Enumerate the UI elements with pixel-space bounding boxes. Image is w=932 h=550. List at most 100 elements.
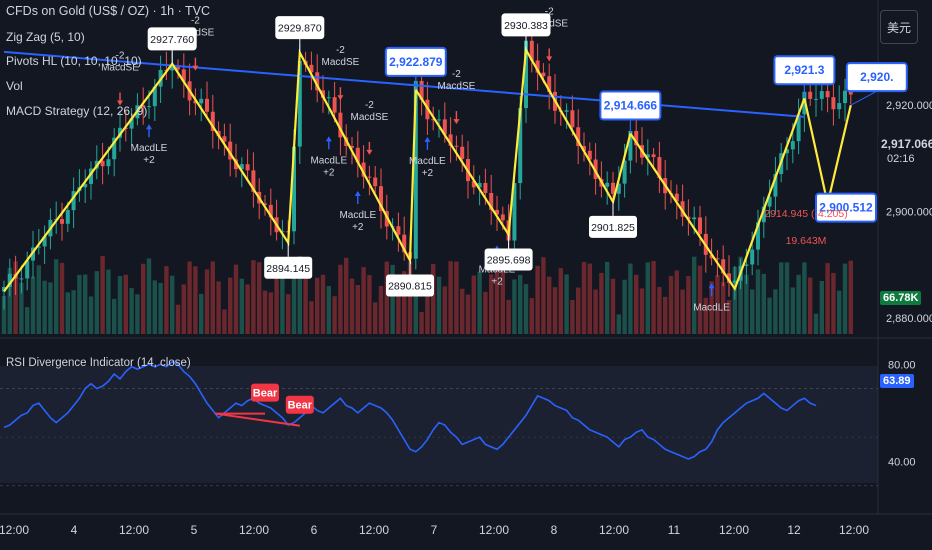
candle-body	[837, 103, 842, 110]
candle-body	[210, 111, 215, 132]
price-tick-label: 2,880.000	[886, 313, 932, 325]
rsi-title[interactable]: RSI Divergence Indicator (14, close)	[6, 357, 191, 369]
legend-zigzag[interactable]: Zig Zag (5, 10)	[6, 30, 85, 44]
pivot-high-label-box	[599, 90, 662, 121]
volume-bar	[83, 274, 88, 334]
volume-bar	[332, 296, 337, 334]
pivot-high-label-box	[501, 13, 551, 37]
legend-pivots[interactable]: Pivots HL (10, 10, 10, 10)	[6, 54, 142, 68]
candle-body	[326, 97, 331, 99]
volume-bar	[100, 256, 105, 334]
volume-bar	[512, 279, 517, 334]
volume-bar	[413, 280, 418, 334]
lowest-annotation: 2914.945 (-4.205)	[764, 208, 847, 220]
volume-bar	[152, 280, 157, 334]
candle-body	[483, 182, 488, 194]
volume-bar	[454, 261, 459, 334]
rsi-bear-badge	[251, 383, 279, 402]
candle-body	[605, 182, 610, 187]
volume-bar	[309, 301, 314, 334]
volume-bar	[489, 274, 494, 334]
signal-label: MacdSE	[351, 112, 389, 123]
pivot-high-label: 2,920.	[860, 70, 893, 84]
signal-label: MacdLE	[339, 210, 376, 221]
candle-body	[361, 162, 366, 177]
volume-bar	[268, 292, 273, 334]
volume-bar	[529, 298, 534, 334]
rsi-bear-label: Bear	[253, 388, 278, 400]
legend-macd[interactable]: MACD Strategy (12, 26, 9)	[6, 104, 148, 118]
signal-arrowhead-long	[424, 136, 431, 142]
candle-body	[442, 119, 447, 135]
candle-body	[419, 80, 424, 100]
candle-body	[756, 222, 760, 250]
legend-vol[interactable]: Vol	[6, 79, 23, 93]
candle-body	[199, 98, 204, 104]
x-axis-label: 12:00	[239, 523, 269, 537]
volume-bar	[344, 257, 349, 334]
candle-body	[529, 40, 534, 61]
volume-bar	[483, 291, 488, 334]
candle-body	[524, 40, 528, 109]
volume-bar	[280, 273, 285, 334]
volume-bar	[668, 275, 674, 334]
x-axis-label: 12	[787, 523, 801, 537]
volume-bar	[442, 286, 447, 334]
candle-body	[477, 182, 482, 188]
x-axis-label: 11	[668, 523, 681, 537]
volume-bar	[373, 302, 378, 334]
candle-body	[309, 64, 314, 73]
volume-bar	[158, 282, 163, 334]
volume-bar	[286, 294, 291, 334]
candle-body	[413, 80, 418, 259]
candle-body	[471, 181, 476, 188]
candle-body	[332, 97, 337, 113]
volume-bar	[251, 260, 256, 334]
pivot-high-label: 2,922.879	[389, 55, 443, 69]
volume-bar	[593, 289, 598, 334]
candle-body	[141, 105, 146, 107]
volume-bar	[106, 269, 111, 334]
signal-label: MacdLE	[409, 156, 446, 167]
candle-body	[582, 146, 586, 151]
volume-bar	[790, 287, 795, 334]
rsi-line	[3, 360, 817, 460]
volume-bar	[721, 282, 726, 334]
candle-body	[715, 258, 720, 260]
legend-title[interactable]: CFDs on Gold (US$ / OZ) · 1h · TVC	[6, 4, 210, 18]
volume-bar	[697, 265, 703, 334]
currency-button[interactable]: 美元	[880, 10, 918, 44]
volume-bar	[181, 284, 186, 334]
volume-bar	[361, 267, 366, 334]
candle-body	[292, 146, 296, 232]
pivot-low-label-box	[264, 256, 313, 279]
signal-label: MacdSE	[438, 81, 476, 92]
volume-bar	[622, 279, 627, 334]
volume-bar	[54, 259, 59, 334]
x-axis-label: 6	[311, 523, 318, 537]
volume-bar	[634, 274, 639, 334]
volume-bar	[407, 261, 413, 334]
volume-bar	[65, 292, 70, 334]
candle-body	[100, 160, 105, 167]
volume-bar	[355, 284, 360, 334]
volume-bar	[837, 290, 842, 334]
rsi-divergence-line	[214, 412, 300, 427]
candle-body	[245, 164, 250, 171]
candle-body	[297, 60, 302, 147]
candle-body	[727, 273, 731, 283]
candle-body	[698, 217, 702, 234]
volume-bar	[802, 262, 807, 334]
pivot-low-label: 2894.145	[266, 263, 310, 275]
candle-body	[564, 110, 569, 112]
volume-bar	[315, 277, 320, 334]
candle-body	[570, 110, 575, 128]
candle-body	[454, 145, 459, 147]
volume-bar	[587, 263, 592, 334]
volume-bar	[204, 269, 210, 334]
signal-arrowhead-short	[453, 119, 460, 125]
pivot-low-label-box	[386, 274, 434, 297]
candle-body	[744, 264, 749, 266]
x-axis-label: 12:00	[0, 523, 29, 537]
